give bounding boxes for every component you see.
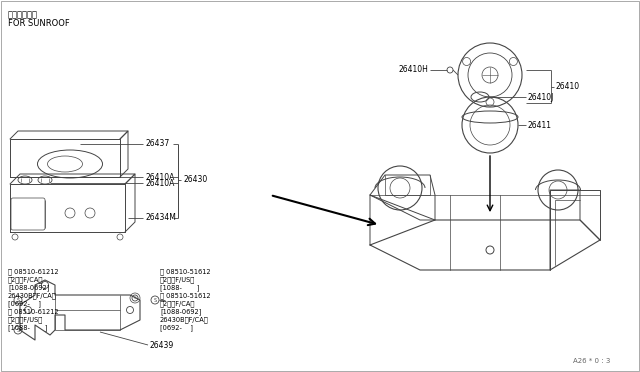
- Text: 26430: 26430: [183, 176, 207, 185]
- Text: 26439: 26439: [150, 340, 174, 350]
- Text: Ｓ 08510-51612: Ｓ 08510-51612: [160, 268, 211, 275]
- Text: 26410H: 26410H: [398, 65, 428, 74]
- Text: Ｓ 08510-61212: Ｓ 08510-61212: [8, 268, 59, 275]
- Text: Ｓ 08510-61212: Ｓ 08510-61212: [8, 308, 59, 315]
- Text: （2）（F/US）: （2）（F/US）: [8, 316, 44, 323]
- Text: 26437: 26437: [145, 140, 169, 148]
- Text: [1088-       ]: [1088- ]: [8, 324, 47, 331]
- Text: [0692-    ]: [0692- ]: [8, 300, 41, 307]
- Text: 26411: 26411: [528, 121, 552, 129]
- Text: 26430B（F/CA）: 26430B（F/CA）: [160, 316, 209, 323]
- Text: 26410: 26410: [556, 82, 580, 91]
- Text: 26410A: 26410A: [145, 179, 174, 187]
- Text: [1088-0692]: [1088-0692]: [8, 284, 49, 291]
- Text: （2）（F/CA）: （2）（F/CA）: [160, 300, 195, 307]
- Text: 26430B（F/CA）: 26430B（F/CA）: [8, 292, 57, 299]
- Text: 26410A: 26410A: [145, 173, 174, 182]
- Text: FOR SUNROOF: FOR SUNROOF: [8, 19, 70, 28]
- Text: サンルーフ用: サンルーフ用: [8, 10, 38, 19]
- Text: [1088-0692]: [1088-0692]: [160, 308, 202, 315]
- Text: 26410J: 26410J: [528, 93, 554, 102]
- Text: A26 * 0 : 3: A26 * 0 : 3: [573, 358, 610, 364]
- Text: 26434M: 26434M: [145, 214, 176, 222]
- Text: S: S: [17, 327, 20, 333]
- Text: S: S: [17, 298, 20, 302]
- Text: （2）（F/US）: （2）（F/US）: [160, 276, 195, 283]
- Text: Ｓ 08510-51612: Ｓ 08510-51612: [160, 292, 211, 299]
- Text: [1088-       ]: [1088- ]: [160, 284, 200, 291]
- Text: [0692-    ]: [0692- ]: [160, 324, 193, 331]
- Text: （2）（F/CA）: （2）（F/CA）: [8, 276, 44, 283]
- Text: S: S: [134, 296, 136, 300]
- Text: S: S: [154, 298, 157, 302]
